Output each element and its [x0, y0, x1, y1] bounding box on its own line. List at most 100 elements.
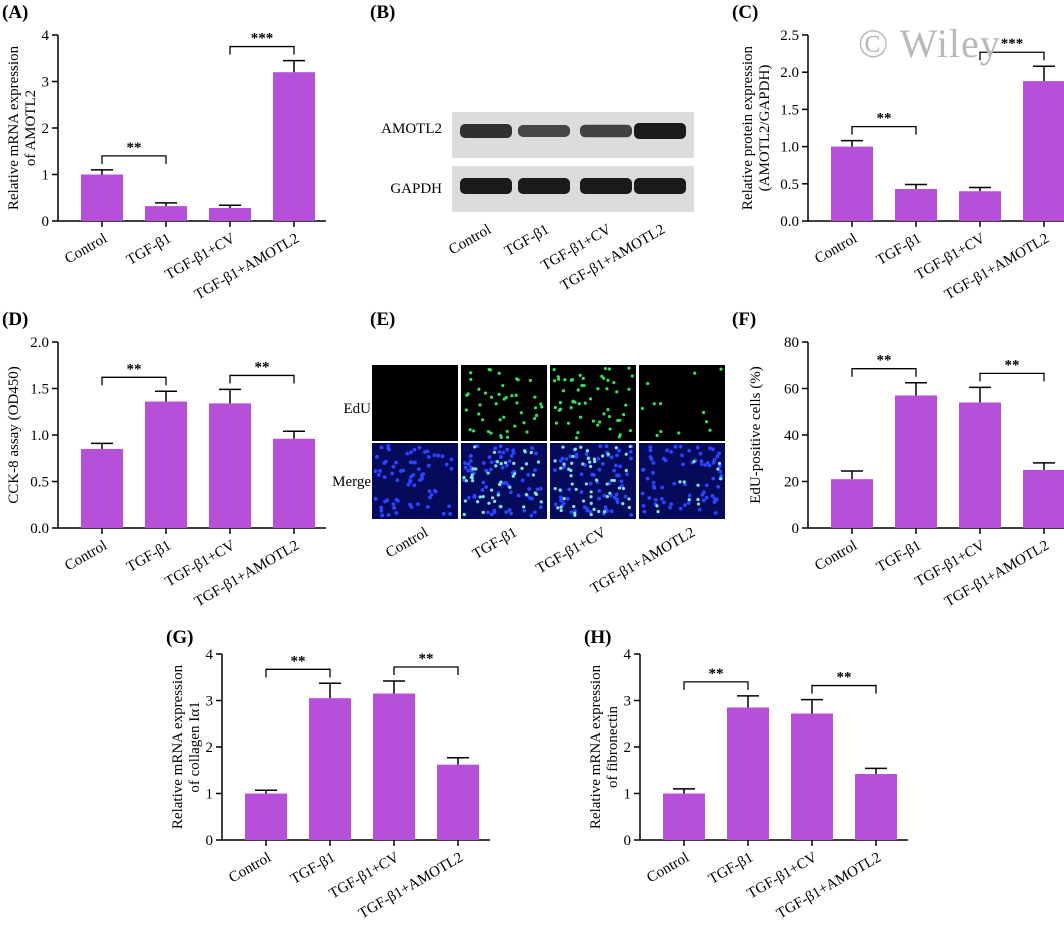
x-tick-label: TGF-β1	[124, 231, 174, 269]
nucleus-dot	[391, 502, 396, 507]
nucleus-dot	[585, 508, 590, 513]
merge-positive-cell	[556, 506, 560, 510]
edu-positive-cell	[465, 393, 469, 397]
edu-positive-cell	[566, 421, 571, 425]
edu-positive-cell	[702, 410, 706, 415]
nucleus-dot	[686, 501, 691, 505]
nucleus-dot	[660, 485, 665, 490]
nucleus-dot	[564, 457, 569, 461]
nucleus-dot	[661, 456, 666, 461]
y-tick-label: 1.0	[780, 140, 799, 156]
merge-positive-cell	[464, 479, 468, 483]
nucleus-dot	[625, 472, 629, 477]
nucleus-dot	[379, 505, 384, 510]
merge-positive-cell	[462, 512, 466, 517]
nucleus-dot	[480, 488, 485, 492]
x-tick-label: TGF-β1+AMOTL2	[356, 850, 466, 923]
nucleus-dot	[612, 468, 616, 473]
merge-positive-cell	[559, 505, 563, 509]
blot-band	[634, 123, 686, 139]
edu-positive-cell	[528, 378, 533, 383]
nucleus-dot	[373, 469, 378, 474]
edu-positive-cell	[658, 402, 663, 406]
nucleus-dot	[468, 458, 473, 463]
merge-positive-cell	[589, 490, 593, 494]
bar	[309, 698, 351, 840]
significance-label: **	[1005, 357, 1020, 373]
y-tick-label: 0.0	[780, 214, 799, 230]
nucleus-dot	[394, 497, 399, 502]
nucleus-dot	[596, 456, 601, 461]
nucleus-dot	[614, 492, 619, 497]
blot-band	[518, 125, 570, 137]
edu-positive-cell	[708, 428, 712, 432]
merge-positive-cell	[512, 461, 516, 465]
nucleus-dot	[641, 503, 646, 508]
nucleus-dot	[597, 489, 602, 493]
nucleus-dot	[618, 464, 623, 469]
merge-positive-cell	[473, 445, 477, 449]
edu-positive-cell	[513, 424, 517, 428]
merge-positive-cell	[717, 461, 722, 466]
merge-positive-cell	[592, 457, 596, 461]
y-tick-label: 0	[206, 833, 214, 849]
nucleus-dot	[678, 444, 683, 449]
edu-positive-cell	[469, 371, 473, 375]
nucleus-dot	[447, 504, 452, 509]
nucleus-dot	[406, 482, 411, 487]
nucleus-dot	[712, 500, 717, 504]
merge-positive-cell	[471, 467, 475, 471]
nucleus-dot	[529, 496, 534, 501]
edu-positive-cell	[494, 402, 498, 406]
bar	[209, 207, 251, 221]
merge-positive-cell	[511, 474, 515, 478]
edu-positive-cell	[677, 431, 681, 435]
nucleus-dot	[651, 461, 656, 465]
nucleus-dot	[492, 508, 497, 513]
y-axis-label: (AMOTL2/GAPDH)	[757, 65, 773, 192]
nucleus-dot	[489, 460, 494, 465]
panel-label-f: (F)	[732, 309, 756, 330]
nucleus-dot	[602, 493, 607, 498]
nucleus-dot	[653, 498, 658, 502]
merge-positive-cell	[490, 488, 494, 492]
y-tick-label: 3	[206, 694, 214, 710]
nucleus-dot	[466, 462, 471, 466]
merge-positive-cell	[589, 501, 593, 505]
nucleus-dot	[432, 488, 437, 493]
nucleus-dot	[629, 456, 633, 461]
nucleus-dot	[412, 447, 417, 452]
nucleus-dot	[505, 447, 510, 452]
nucleus-dot	[391, 464, 396, 469]
bar	[373, 693, 415, 840]
panel-label-b: (B)	[370, 2, 395, 23]
y-axis-label: of collagen Iα1	[187, 701, 203, 792]
significance-bracket	[811, 684, 877, 694]
nucleus-dot	[423, 450, 427, 454]
nucleus-dot	[620, 483, 624, 488]
edu-positive-cell	[525, 430, 529, 434]
nucleus-dot	[429, 492, 434, 497]
y-tick-label: 2	[206, 740, 214, 756]
merge-positive-cell	[487, 501, 491, 505]
y-tick-label: 2	[624, 740, 632, 756]
edu-positive-cell	[581, 376, 585, 381]
merge-positive-cell	[627, 505, 631, 510]
y-tick-label: 20	[784, 475, 799, 491]
merge-positive-cell	[593, 460, 597, 464]
merge-positive-cell	[481, 510, 485, 515]
nucleus-dot	[468, 454, 473, 458]
merge-positive-cell	[600, 454, 605, 458]
nucleus-dot	[390, 471, 395, 476]
edu-positive-cell	[591, 419, 596, 423]
merge-positive-cell	[531, 473, 535, 477]
significance-label: **	[255, 359, 270, 375]
nucleus-dot	[641, 467, 646, 472]
y-axis-label: Relative mRNA expression	[170, 664, 186, 829]
nucleus-dot	[640, 491, 645, 496]
nucleus-dot	[539, 486, 543, 491]
nucleus-dot	[687, 493, 692, 498]
nucleus-dot	[481, 461, 486, 465]
merge-positive-cell	[589, 495, 593, 499]
